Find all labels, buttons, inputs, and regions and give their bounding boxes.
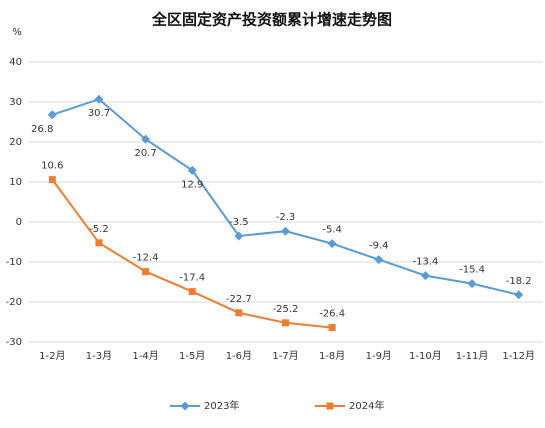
marker <box>281 226 290 236</box>
data-label: -22.7 <box>226 294 252 305</box>
marker <box>235 309 243 317</box>
y-tick-label: -10 <box>6 257 22 268</box>
series-line <box>52 98 519 296</box>
marker <box>95 239 103 247</box>
x-tick-label: 1-5月 <box>179 350 205 362</box>
x-tick-label: 1-9月 <box>366 350 392 362</box>
marker <box>234 231 244 241</box>
marker <box>48 176 56 184</box>
x-tick-label: 1-6月 <box>226 350 252 362</box>
y-tick-label: -20 <box>6 297 22 308</box>
legend-label: 2024年 <box>349 399 384 412</box>
y-tick-label: 40 <box>9 57 22 68</box>
marker <box>420 271 430 281</box>
marker <box>142 268 150 276</box>
x-tick-label: 1-8月 <box>319 350 345 362</box>
data-label: -17.4 <box>179 273 205 284</box>
data-label: -13.4 <box>412 257 438 268</box>
x-tick-label: 1-7月 <box>272 350 298 362</box>
x-tick-label: 1-4月 <box>132 350 158 362</box>
marker <box>187 165 197 175</box>
marker <box>94 94 104 104</box>
y-axis-label: % <box>12 27 22 38</box>
data-label: -2.3 <box>276 212 296 223</box>
marker <box>514 290 524 300</box>
data-label: 30.7 <box>88 108 110 119</box>
x-tick-label: 1-10月 <box>409 350 442 362</box>
marker <box>188 288 196 296</box>
legend-label: 2023年 <box>204 399 239 412</box>
data-label: -5.4 <box>322 225 342 236</box>
y-tick-label: 20 <box>9 137 22 148</box>
marker <box>327 239 337 249</box>
y-tick-label: 0 <box>16 217 22 228</box>
marker <box>180 401 190 411</box>
chart-title: 全区固定资产投资额累计增速走势图 <box>151 11 392 29</box>
marker <box>467 279 477 289</box>
data-label: 26.8 <box>31 124 53 135</box>
data-label: -26.4 <box>319 309 345 320</box>
data-label: -15.4 <box>459 265 485 276</box>
data-label: -25.2 <box>273 304 299 315</box>
x-tick-label: 1-2月 <box>39 350 65 362</box>
y-tick-label: 30 <box>9 97 22 108</box>
data-label: -18.2 <box>506 276 532 287</box>
data-label: -9.4 <box>369 241 389 252</box>
marker <box>328 324 336 332</box>
y-tick-label: -30 <box>6 337 22 348</box>
data-label: 10.6 <box>41 161 63 172</box>
y-tick-label: 10 <box>9 177 22 188</box>
marker <box>282 319 289 327</box>
data-label: -3.5 <box>229 217 249 228</box>
marker <box>47 110 57 120</box>
data-label: 12.9 <box>181 179 203 190</box>
marker <box>141 134 151 144</box>
data-label: -5.2 <box>89 224 109 235</box>
data-label: -12.4 <box>133 253 159 264</box>
marker <box>326 402 334 410</box>
x-tick-label: 1-12月 <box>502 350 535 362</box>
marker <box>374 255 384 265</box>
x-tick-label: 1-11月 <box>456 350 489 362</box>
x-tick-label: 1-3月 <box>86 350 112 362</box>
data-label: 20.7 <box>134 148 156 159</box>
